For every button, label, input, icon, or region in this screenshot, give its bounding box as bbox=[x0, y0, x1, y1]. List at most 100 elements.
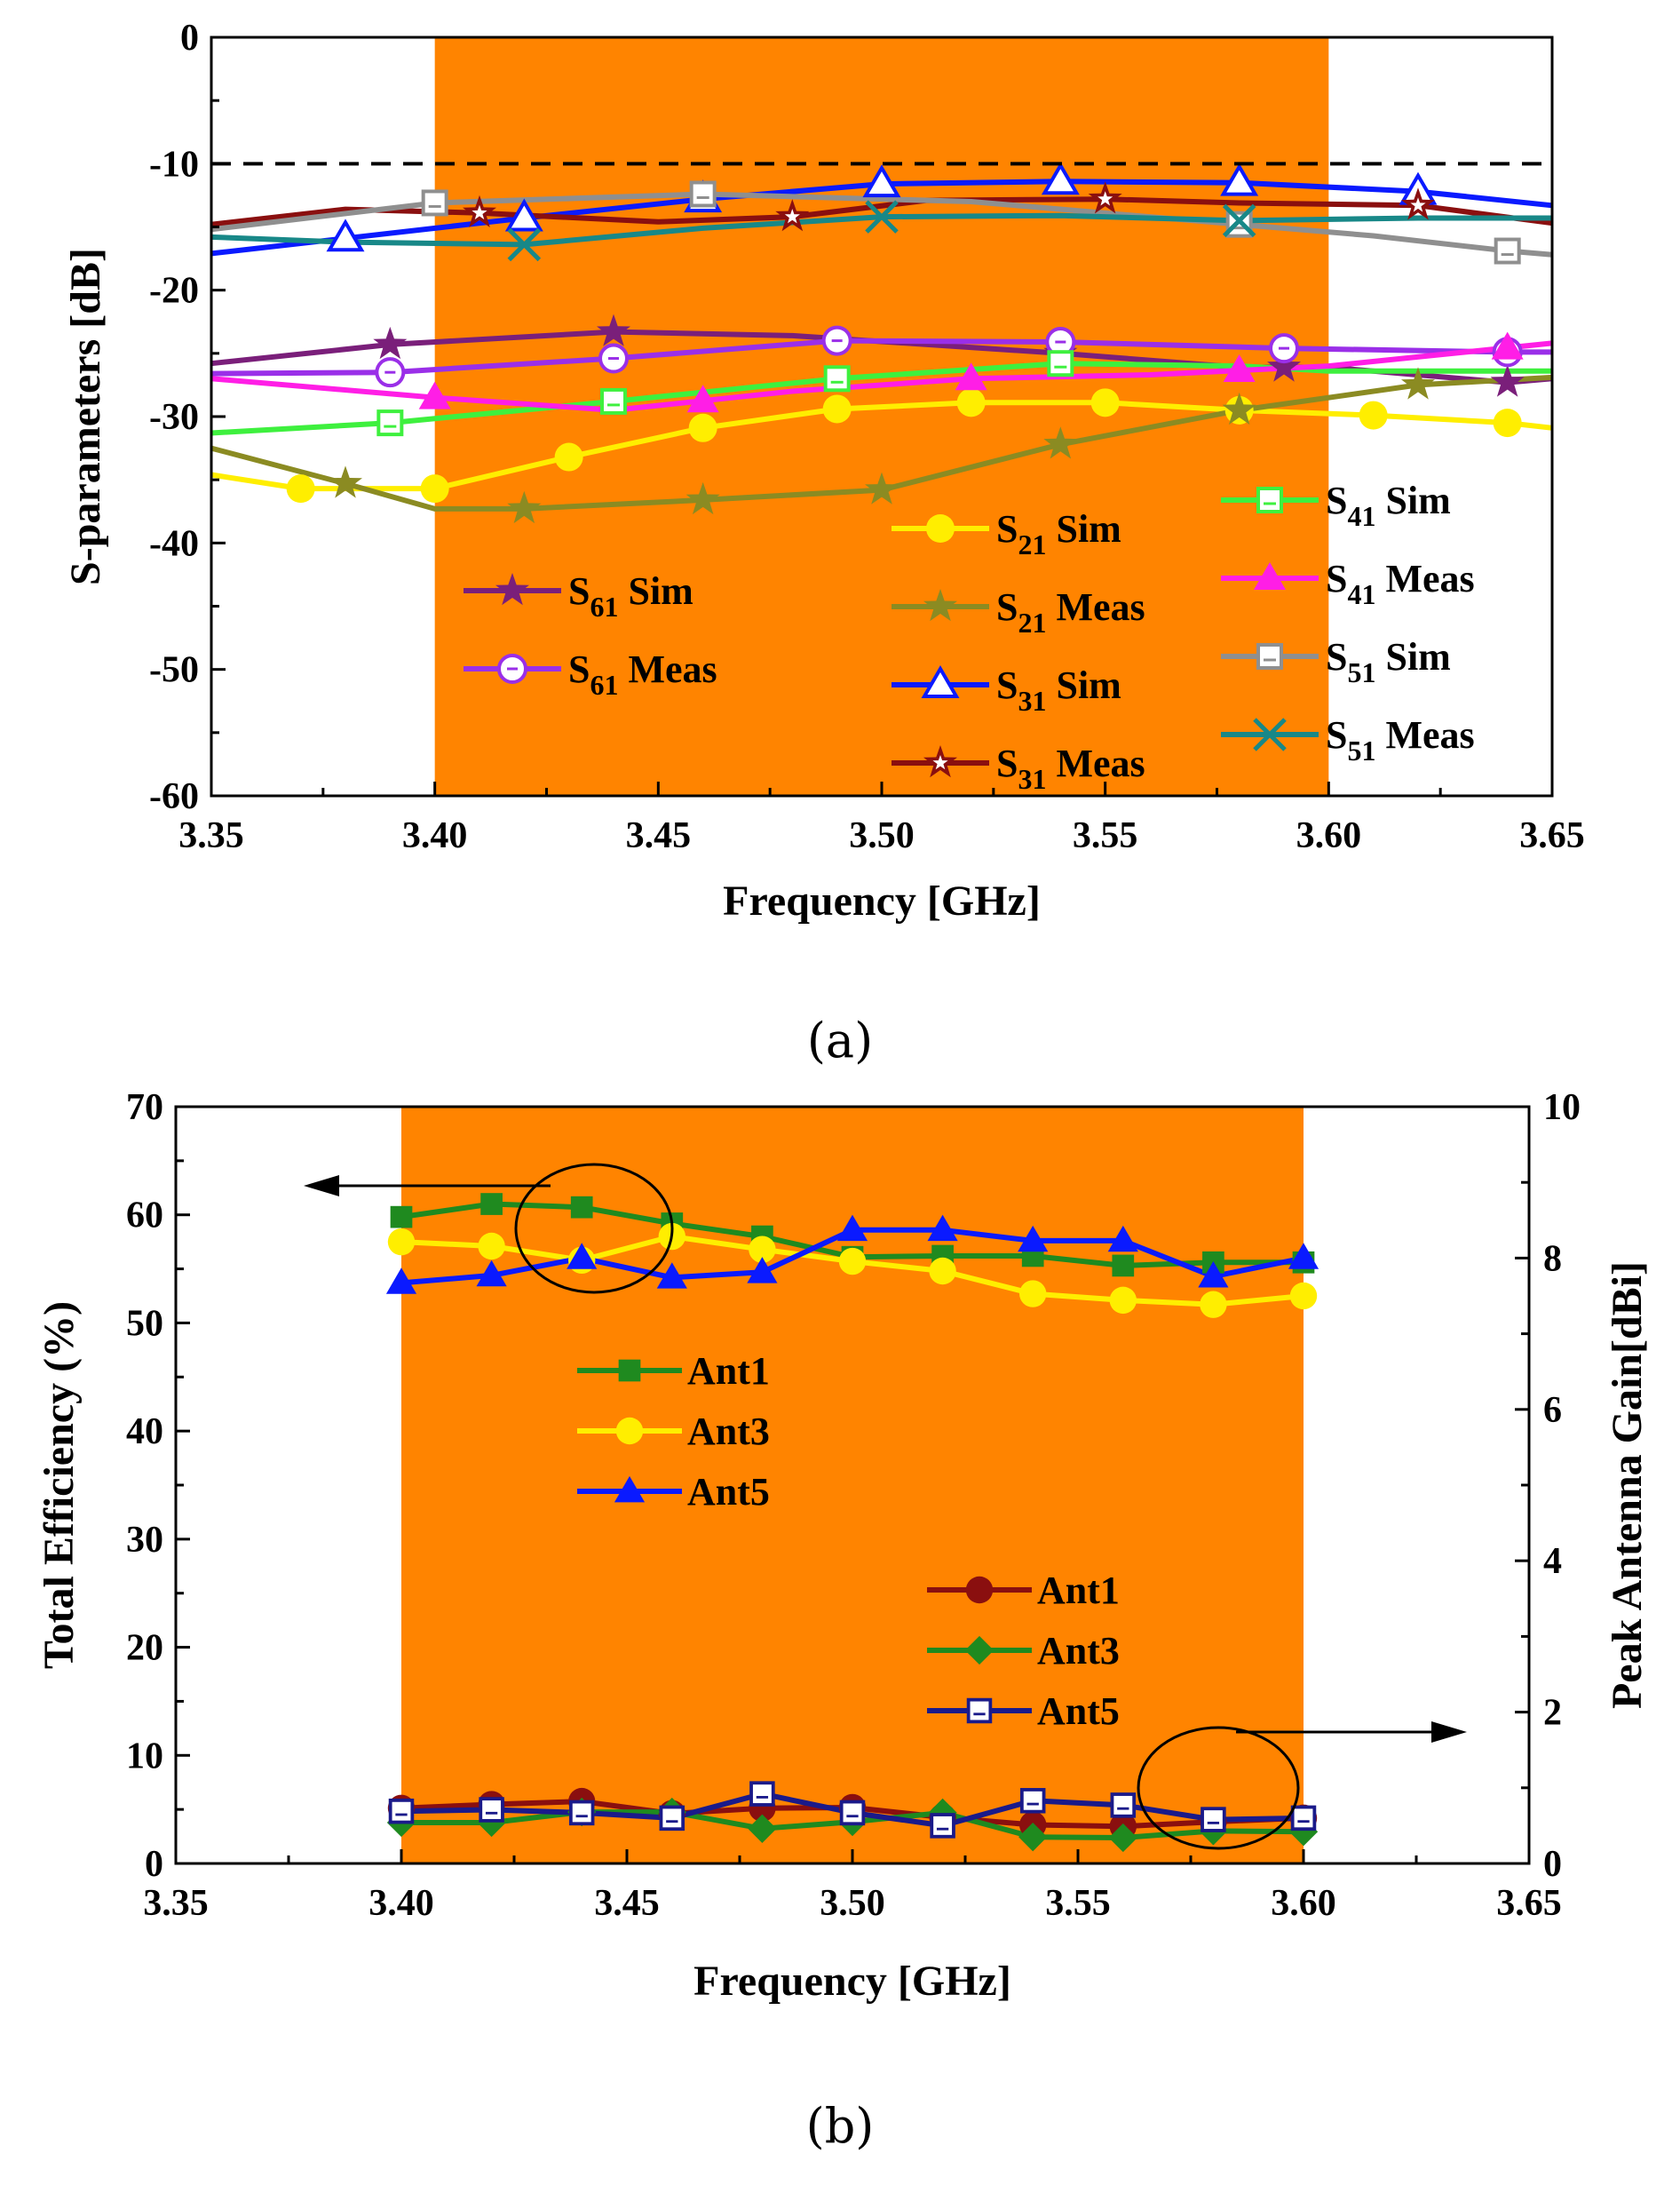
gain-point-ant5-4 bbox=[749, 1781, 775, 1807]
gain-point-ant5-1-box bbox=[479, 1797, 504, 1823]
chart-b-x-tick-label-3-35: 3.35 bbox=[143, 1883, 209, 1924]
chart-a-x-axis-label: Frequency [GHz] bbox=[723, 878, 1041, 925]
point-s21-meas-4 bbox=[1043, 426, 1078, 459]
annotation-ellipse-gain bbox=[1137, 1726, 1300, 1850]
chart-b-x-tick-label-3-55: 3.55 bbox=[1045, 1883, 1111, 1924]
point-s21-meas-5 bbox=[1222, 392, 1256, 425]
chart-b-x-tick-label-3-65: 3.65 bbox=[1496, 1883, 1562, 1924]
chart-b-caption: (b) bbox=[806, 2098, 875, 2154]
gain-point-ant5-3-box bbox=[659, 1805, 685, 1831]
point-s31-sim-5 bbox=[1220, 163, 1259, 196]
chart-b-x-axis-label: Frequency [GHz] bbox=[693, 1958, 1011, 2005]
legend-s21-sim-label-s: S bbox=[996, 507, 1018, 551]
legend-efficiency-ant1-label: Ant1 bbox=[687, 1349, 770, 1393]
point-s21-sim-4 bbox=[822, 394, 852, 424]
gain-point-ant5-6 bbox=[930, 1813, 955, 1839]
point-s21-meas-2 bbox=[685, 481, 720, 515]
legend-s21-meas-label-sub: 21 bbox=[1018, 607, 1046, 639]
gain-point-ant3-8 bbox=[1108, 1823, 1137, 1853]
gain-point-ant5-2 bbox=[568, 1800, 595, 1826]
legend-efficiency-ant3-marker bbox=[615, 1417, 644, 1445]
legend-gain-ant5-marker bbox=[966, 1697, 993, 1724]
point-s31-meas-3-inner bbox=[1410, 197, 1426, 212]
gain-point-ant5-10 bbox=[1290, 1805, 1317, 1831]
gain-point-ant5-4-box bbox=[749, 1781, 775, 1807]
legend-s31-sim-label: S31 Sim bbox=[996, 663, 1121, 717]
gain-point-ant5-7-box bbox=[1019, 1788, 1046, 1814]
legend-s31-meas-label-s: S bbox=[996, 742, 1018, 785]
chart-b-y2-axis-label: Peak Antenna Gain[dBi] bbox=[1604, 1261, 1651, 1709]
point-s41-sim-1 bbox=[600, 387, 627, 415]
series-line-s31-meas bbox=[210, 196, 1553, 227]
legend-s41-sim-label: S41 Sim bbox=[1326, 479, 1451, 532]
efficiency-point-ant5-9 bbox=[1198, 1260, 1229, 1288]
legend-s61-meas-label-text: Meas bbox=[618, 648, 717, 691]
point-s51-sim-1 bbox=[689, 180, 717, 208]
point-s41-meas-2 bbox=[955, 362, 987, 391]
gain-point-ant5-7 bbox=[1019, 1788, 1046, 1814]
efficiency-point-ant3-1 bbox=[478, 1232, 505, 1260]
legend-s41-meas-label-sub: 41 bbox=[1347, 578, 1375, 610]
point-s51-sim-1-box bbox=[689, 180, 717, 208]
efficiency-point-ant1-2 bbox=[570, 1196, 593, 1219]
efficiency-point-ant3-7 bbox=[1019, 1280, 1047, 1307]
point-s51-sim-3-box bbox=[1494, 237, 1521, 265]
chart-a-ticks: 3.35 3.40 3.45 3.50 3.55 3.60 3.65 -60 -50 -40 -30… bbox=[149, 18, 1585, 856]
annotation-ellipse-efficiency bbox=[514, 1163, 674, 1294]
point-s41-sim-2 bbox=[823, 365, 851, 393]
chart-a-caption: (a) bbox=[807, 1013, 873, 1069]
efficiency-point-ant5-7 bbox=[1018, 1225, 1049, 1252]
series-line-s41-sim bbox=[210, 361, 1552, 436]
point-s41-meas-4 bbox=[1491, 331, 1524, 360]
chart-b-y-tick-label-70: 70 bbox=[126, 1087, 163, 1128]
chart-b-x-tick-label-3-6: 3.60 bbox=[1271, 1883, 1336, 1924]
point-s21-sim-6 bbox=[1090, 388, 1120, 417]
point-s21-sim-9 bbox=[1493, 409, 1522, 438]
chart-b-y-tick-label-0: 0 bbox=[145, 1844, 163, 1885]
legend-gain-ant5-marker-box bbox=[966, 1697, 993, 1724]
chart-b-y-tick-label-20: 20 bbox=[126, 1628, 163, 1669]
chart-a-y-tick-label-0: 0 bbox=[180, 18, 199, 59]
point-s41-sim-0 bbox=[376, 409, 404, 437]
legend-efficiency-ant1-marker bbox=[618, 1359, 641, 1382]
legend-s51-sim-label-sub: 51 bbox=[1347, 656, 1375, 688]
efficiency-point-ant3-0 bbox=[387, 1228, 416, 1256]
chart-a-y-tick-label-m10: -10 bbox=[149, 144, 199, 185]
chart-a-x-tick-label-3-65: 3.65 bbox=[1519, 815, 1585, 856]
legend-s31-sim-label-sub: 31 bbox=[1018, 685, 1046, 717]
point-s41-meas-1 bbox=[686, 385, 719, 413]
gain-point-ant5-9 bbox=[1201, 1807, 1226, 1832]
chart-b-ticks: 3.35 3.40 3.45 3.50 3.55 3.60 3.65010203040506… bbox=[126, 1087, 1581, 1924]
legend-s41-meas-label-text: Meas bbox=[1375, 557, 1474, 600]
legend-s61-sim-marker bbox=[495, 573, 529, 606]
point-s31-sim-0 bbox=[326, 218, 365, 252]
legend-s51-meas-label-s: S bbox=[1326, 713, 1347, 757]
annotation-arrow-left-head bbox=[304, 1175, 339, 1196]
legend-s21-meas-marker bbox=[923, 589, 957, 622]
legend-s31-meas-marker bbox=[923, 745, 957, 778]
point-s21-sim-5 bbox=[956, 388, 986, 417]
gain-point-ant5-5 bbox=[839, 1800, 866, 1826]
chart-b-x-tick-label-3-45: 3.45 bbox=[594, 1883, 660, 1924]
point-s31-meas-1 bbox=[775, 199, 810, 232]
point-s31-meas-2 bbox=[1088, 181, 1122, 214]
efficiency-point-ant1-0 bbox=[390, 1205, 413, 1228]
chart-b-y-tick-label-50: 50 bbox=[126, 1303, 163, 1344]
legend-s41-sim-label-s: S bbox=[1326, 479, 1347, 522]
chart-a-x-tick-label-3-35: 3.35 bbox=[178, 815, 244, 856]
legend-s41-sim-marker bbox=[1256, 487, 1283, 513]
point-s21-meas-0 bbox=[329, 465, 362, 498]
legend-s41-sim-label-text: Sim bbox=[1375, 479, 1450, 522]
point-s51-sim-0-box bbox=[421, 189, 448, 217]
efficiency-point-ant5-6 bbox=[927, 1214, 958, 1242]
chart-a-y-tick-label-m50: -50 bbox=[149, 650, 199, 691]
annotation-arrow-right-head bbox=[1431, 1721, 1467, 1743]
point-s21-sim-3 bbox=[688, 413, 717, 442]
legend-s21-sim-marker bbox=[926, 514, 955, 543]
chart-b: 3.35 3.40 3.45 3.50 3.55 3.60 3.65010203040506… bbox=[36, 1087, 1651, 2154]
legend-s61-sim-label: S61 Sim bbox=[568, 569, 693, 623]
efficiency-point-ant5-8 bbox=[1107, 1225, 1138, 1252]
series-line-s41-meas bbox=[210, 340, 1553, 413]
point-s61-meas-4 bbox=[1269, 333, 1299, 364]
